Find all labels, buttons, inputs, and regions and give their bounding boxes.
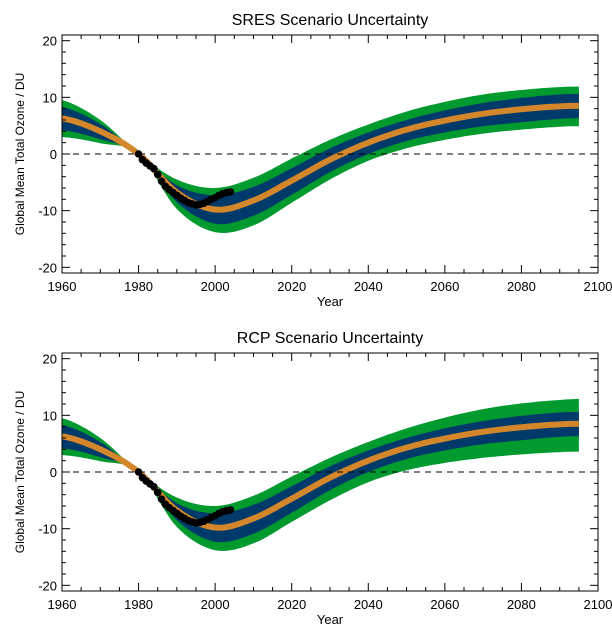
chart-panel-sres: 1960 1980 2000 2020 2040 2060 2080 2100 -20 -10 0 1… [13, 12, 612, 309]
y-tick-label: 10 [43, 408, 57, 423]
observation-point [153, 488, 162, 497]
x-axis-label: Year [317, 294, 344, 309]
x-tick-label: 2100 [584, 597, 612, 612]
observation-point [226, 188, 235, 196]
x-tick-label: 2100 [584, 279, 612, 294]
y-tick-label: -10 [38, 204, 57, 219]
inner-uncertainty-band [62, 93, 579, 225]
x-tick-label: 2000 [201, 279, 230, 294]
y-tick-label: 20 [43, 34, 57, 49]
y-tick-label: 0 [50, 147, 57, 162]
x-tick-label: 2080 [507, 597, 536, 612]
chart-panel-rcp: 1960 1980 2000 2020 2040 2060 2080 2100 -20 -10 0 1… [13, 330, 612, 627]
x-tick-label: 2040 [354, 597, 383, 612]
chart-title: SRES Scenario Uncertainty [232, 12, 429, 29]
y-tick-label: -20 [38, 578, 57, 593]
x-tick-label: 2020 [277, 279, 306, 294]
inner-uncertainty-band [62, 411, 579, 543]
observation-point [134, 468, 143, 476]
x-tick-label: 1960 [48, 597, 77, 612]
x-tick-label: 2080 [507, 279, 536, 294]
x-tick-label: 1980 [124, 597, 153, 612]
x-tick-label: 2000 [201, 597, 230, 612]
x-tick-label: 1960 [48, 279, 77, 294]
y-axis-label: Global Mean Total Ozone / DU [13, 391, 27, 554]
y-tick-label: -10 [38, 522, 57, 537]
y-tick-label: 10 [43, 90, 57, 105]
observation-point [226, 506, 235, 514]
y-tick-label: 20 [43, 352, 57, 367]
x-tick-label: 2020 [277, 597, 306, 612]
observation-point [150, 164, 158, 173]
x-tick-label: 2060 [430, 597, 459, 612]
x-tick-label: 2060 [430, 279, 459, 294]
observation-point [153, 170, 162, 179]
y-tick-label: -20 [38, 260, 57, 275]
x-tick-label: 2040 [354, 279, 383, 294]
observation-point [134, 150, 143, 158]
x-axis-label: Year [317, 612, 344, 627]
chart-title: RCP Scenario Uncertainty [237, 330, 423, 347]
x-tick-label: 1980 [124, 279, 153, 294]
observation-point [150, 482, 158, 491]
y-axis-label: Global Mean Total Ozone / DU [13, 73, 27, 236]
y-tick-label: 0 [50, 465, 57, 480]
